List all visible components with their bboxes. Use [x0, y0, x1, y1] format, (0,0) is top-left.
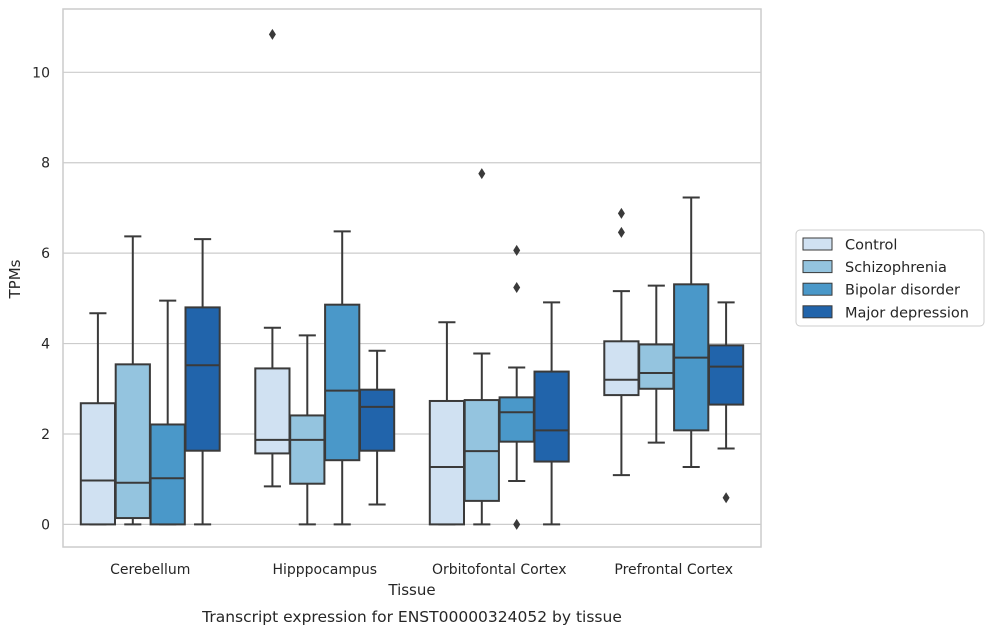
- chart-caption: Transcript expression for ENST0000032405…: [201, 608, 622, 626]
- y-tick-label: 4: [41, 337, 50, 353]
- x-tick-label: Hipppocampus: [272, 562, 377, 578]
- box-body: [324, 303, 361, 462]
- plot-frame: [62, 8, 762, 548]
- legend-swatch: [802, 282, 833, 296]
- x-tick-label: Prefrontal Cortex: [614, 562, 733, 578]
- box-body: [638, 343, 675, 390]
- box-body: [428, 399, 466, 526]
- legend-swatch: [802, 305, 833, 319]
- box: [707, 301, 745, 504]
- y-tick-label: 2: [41, 427, 50, 443]
- y-tick-label: 10: [32, 65, 50, 81]
- box-body: [79, 402, 117, 526]
- legend-label: Schizophrenia: [845, 260, 947, 276]
- box-body: [358, 388, 396, 452]
- box-body: [533, 370, 570, 463]
- outlier-point: [513, 244, 521, 256]
- y-tick-label: 8: [41, 156, 50, 172]
- box: [603, 207, 640, 477]
- box-body: [498, 396, 535, 443]
- box-body: [114, 363, 151, 520]
- box: [149, 299, 186, 526]
- box-body: [707, 344, 745, 406]
- legend: Control Schizophrenia Bipolar disorder Majo…: [795, 229, 985, 327]
- box: [358, 349, 396, 506]
- box: [498, 244, 535, 530]
- box: [638, 284, 675, 444]
- x-tick-label: Orbitofontal Cortex: [432, 562, 567, 578]
- y-axis-label: TPMs: [6, 259, 24, 299]
- box: [463, 168, 500, 526]
- box: [324, 230, 361, 526]
- box-body: [184, 306, 221, 452]
- y-tick-label: 0: [41, 517, 50, 533]
- box-body: [149, 423, 186, 526]
- legend-label: Major depression: [845, 305, 969, 321]
- outlier-point: [722, 492, 730, 504]
- x-tick-label: Cerebellum: [110, 562, 190, 578]
- box: [428, 321, 466, 526]
- box: [254, 28, 291, 488]
- box: [533, 301, 570, 526]
- outlier-point: [617, 207, 625, 219]
- box-body: [289, 414, 326, 485]
- box: [184, 238, 221, 526]
- x-axis-ticks: Cerebellum Hipppocampus Orbitofontal Corte…: [110, 562, 733, 578]
- legend-swatch: [802, 260, 833, 274]
- y-axis-ticks: 0 2 4 6 8 10: [32, 65, 50, 533]
- outlier-point: [617, 226, 625, 238]
- box: [289, 334, 326, 526]
- legend-label: Bipolar disorder: [845, 283, 960, 299]
- box-groups: [79, 28, 745, 530]
- outlier-point: [513, 281, 521, 293]
- y-tick-label: 6: [41, 246, 50, 262]
- legend-swatch: [802, 237, 833, 251]
- legend-frame: [795, 229, 985, 327]
- x-axis-label: Tissue: [387, 581, 435, 599]
- legend-label: Control: [845, 238, 897, 254]
- outlier-point: [268, 28, 276, 40]
- outlier-point: [513, 518, 521, 530]
- box: [114, 235, 151, 526]
- box-body: [603, 340, 640, 397]
- outlier-point: [478, 168, 486, 180]
- box: [79, 312, 117, 526]
- box: [673, 196, 710, 468]
